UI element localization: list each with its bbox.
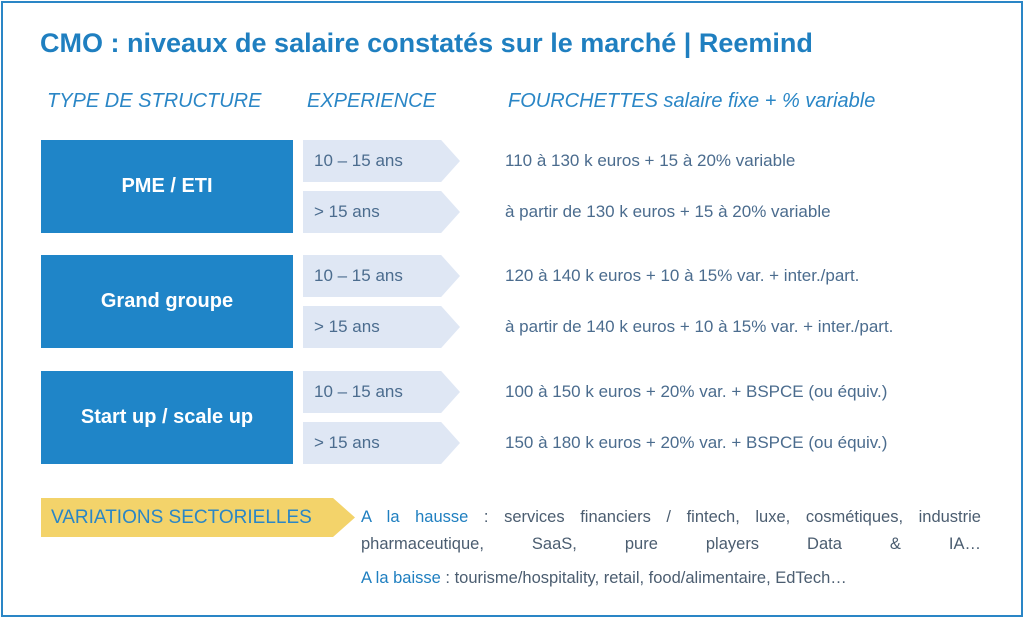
salary-range: 120 à 140 k euros + 10 à 15% var. + inte… — [505, 266, 860, 285]
experience: 10 – 15 ans — [314, 266, 403, 285]
experience-arrow — [303, 306, 460, 348]
structure-box: PME / ETI — [41, 140, 293, 233]
experience: > 15 ans — [314, 317, 380, 336]
structure-box: Start up / scale up — [41, 371, 293, 464]
experience-arrow — [303, 422, 460, 464]
column-header: TYPE DE STRUCTURE — [47, 90, 262, 112]
salary-range: 150 à 180 k euros + 20% var. + BSPCE (ou… — [505, 433, 888, 452]
salary-range: à partir de 130 k euros + 15 à 20% varia… — [505, 202, 831, 221]
up-label: A la hausse — [361, 508, 469, 526]
column-header: FOURCHETTES salaire fixe + % variable — [508, 90, 876, 112]
experience-arrow — [303, 191, 460, 233]
sector-label: VARIATIONS SECTORIELLES — [51, 507, 312, 528]
experience-arrow — [303, 255, 460, 297]
sector-down: A la baisse : tourisme/hospitality, reta… — [361, 565, 981, 592]
experience-arrow — [303, 140, 460, 182]
experience: > 15 ans — [314, 202, 380, 221]
salary-range: 110 à 130 k euros + 15 à 20% variable — [505, 151, 796, 170]
up-text: : services financiers / fintech, luxe, c… — [361, 508, 981, 553]
structure-box: Grand groupe — [41, 255, 293, 348]
experience: 10 – 15 ans — [314, 382, 403, 401]
experience: 10 – 15 ans — [314, 151, 403, 170]
column-header: EXPERIENCE — [307, 90, 436, 112]
title: CMO : niveaux de salaire constatés sur l… — [40, 28, 813, 58]
sector-banner — [41, 498, 355, 537]
sector-up: A la hausse : services financiers / fint… — [361, 504, 981, 558]
experience-arrow — [303, 371, 460, 413]
experience: > 15 ans — [314, 433, 380, 452]
down-text: : tourisme/hospitality, retail, food/ali… — [445, 569, 847, 587]
salary-range: à partir de 140 k euros + 10 à 15% var. … — [505, 317, 894, 336]
down-label: A la baisse — [361, 569, 441, 587]
salary-range: 100 à 150 k euros + 20% var. + BSPCE (ou… — [505, 382, 888, 401]
